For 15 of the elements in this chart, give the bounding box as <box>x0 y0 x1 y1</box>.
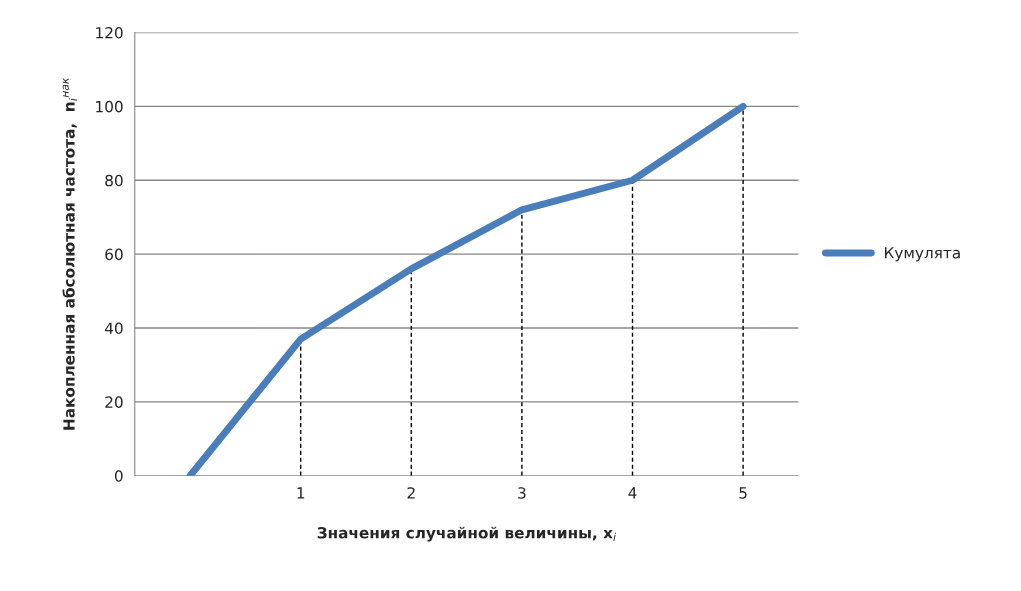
y-axis-title: Накопленная абсолютная частота, n$_{i}$$^{нак}$ <box>62 77 78 430</box>
x-tick-label: 3 <box>518 487 526 499</box>
x-tick-label: 1 <box>297 487 305 499</box>
y-tick-label: 0 <box>114 470 123 482</box>
y-tick-label: 60 <box>105 248 123 261</box>
x-tick-label: 2 <box>407 487 415 499</box>
x-axis-title: Значения случайной величины, x$_{i}$ <box>317 526 616 542</box>
x-tick-label: 4 <box>628 487 637 499</box>
x-tick-label: 5 <box>739 487 747 499</box>
y-tick-label: 20 <box>105 396 123 408</box>
y-tick-label: 120 <box>96 26 123 39</box>
y-tick-label: 100 <box>96 100 123 113</box>
y-tick-label: 40 <box>104 322 123 335</box>
legend-label: Кумулята <box>885 247 960 262</box>
y-tick-label: 80 <box>105 174 123 187</box>
